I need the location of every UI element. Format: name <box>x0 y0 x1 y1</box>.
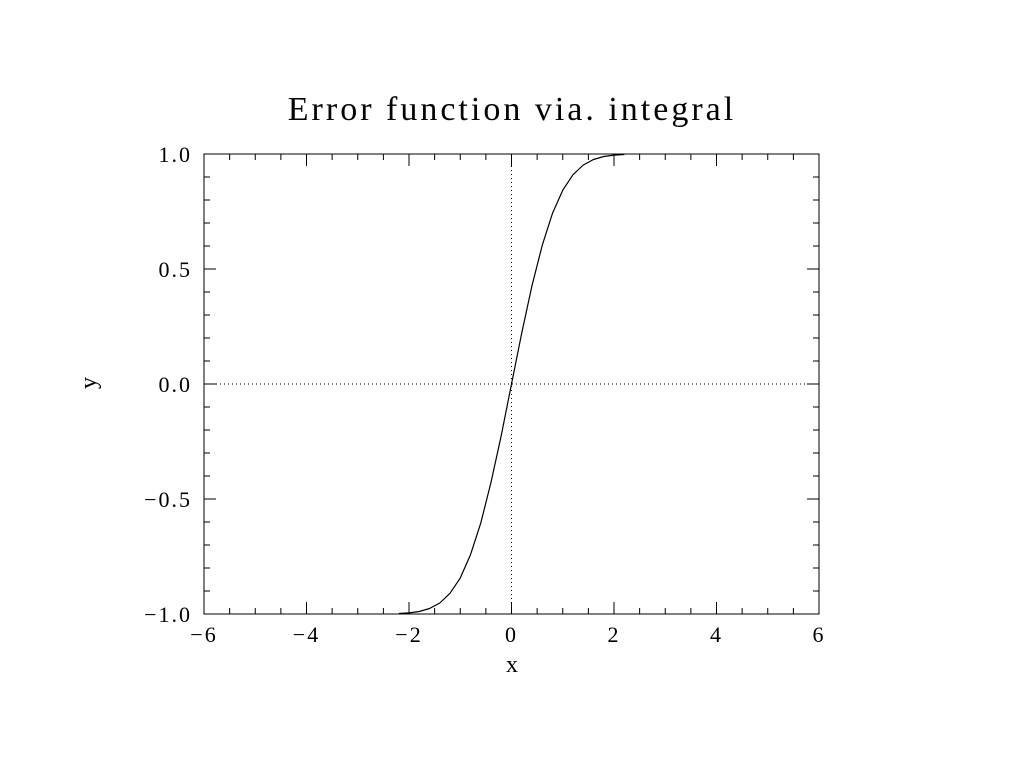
y-tick-label: 0.0 <box>159 372 193 397</box>
y-tick-label: −1.0 <box>144 602 192 627</box>
y-axis-label: y <box>76 377 102 389</box>
y-tick-label: 0.5 <box>159 257 193 282</box>
y-tick-labels: −1.0 −0.5 0.0 0.5 1.0 <box>144 142 193 627</box>
x-tick-label: −2 <box>395 622 422 647</box>
series-layer <box>398 153 625 615</box>
x-tick-label: −4 <box>293 622 320 647</box>
x-tick-label: 4 <box>710 622 723 647</box>
reference-lines <box>204 154 819 614</box>
x-tick-label: 6 <box>813 622 826 647</box>
x-tick-label: 0 <box>505 622 518 647</box>
y-tick-label: 1.0 <box>159 142 193 167</box>
x-tick-labels: −6 −4 −2 0 2 4 6 <box>190 622 826 647</box>
series-line <box>398 153 625 615</box>
x-axis-label: x <box>506 652 518 678</box>
x-tick-label: −6 <box>190 622 217 647</box>
chart-title: Error function via. integral <box>288 91 736 128</box>
x-tick-label: 2 <box>608 622 621 647</box>
axis-ticks <box>203 153 820 615</box>
y-tick-label: −0.5 <box>144 487 192 512</box>
